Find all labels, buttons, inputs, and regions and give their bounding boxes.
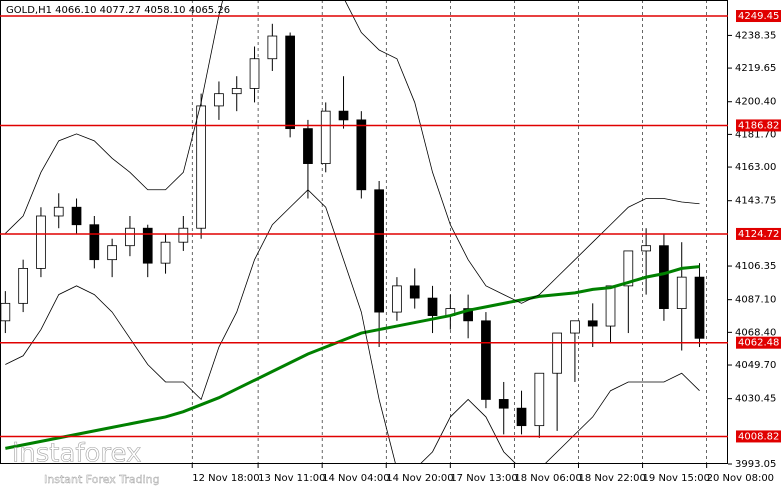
x-tick-label: 14 Nov 04:00 [322,473,389,484]
candle-body [409,285,420,299]
y-tick-label: 4030.45 [735,394,776,405]
level-label: 4062.48 [738,338,779,349]
candle-body [107,245,117,261]
candle-body [125,227,135,247]
y-tick-label: 4049.70 [735,360,776,371]
x-tick-label: 12 Nov 18:00 [192,473,259,484]
candle-body [71,206,82,226]
candle-body [534,372,545,427]
candle-body [36,215,46,269]
y-tick-label: 4106.35 [735,261,776,272]
candle-body [587,320,598,327]
x-tick-label: 18 Nov 22:00 [578,473,645,484]
candle-body [53,206,64,217]
candle-body [89,224,100,261]
level-label-bg [736,10,781,23]
y-tick-label: 4238.35 [735,30,776,41]
x-tick-label: 17 Nov 13:00 [450,473,517,484]
candle-body [427,297,438,316]
candle-body [694,276,705,339]
candle-body [160,241,171,264]
x-tick-label: 20 Nov 08:00 [707,473,774,484]
candle-body [267,35,278,60]
y-tick-label: 4200.40 [735,97,776,108]
watermark: instaforex [12,439,141,469]
candle-body [142,227,153,264]
level-label-bg [736,227,781,240]
candle-body [570,320,580,334]
level-label-bg [736,119,781,132]
x-tick-label: 13 Nov 11:00 [258,473,325,484]
watermark-sub: Instant Forex Trading [44,473,160,486]
y-tick-label: 3993.05 [735,459,776,470]
x-tick-label: 14 Nov 20:00 [386,473,453,484]
candle-body [285,35,295,130]
candle-body [303,128,313,164]
candle-body [249,58,260,89]
level-label: 4008.82 [738,431,779,442]
candle-body [196,105,206,229]
candle-body [338,110,349,121]
y-tick-label: 4068.40 [735,327,776,338]
x-tick-label: 19 Nov 15:00 [643,473,710,484]
candle-body [623,250,634,287]
level-label: 4124.72 [738,229,779,240]
x-tick-label: 18 Nov 06:00 [514,473,581,484]
candle-body [676,276,687,309]
candle-body [498,399,509,409]
candle-body [231,88,242,95]
candle-body [214,93,224,107]
indicator-line [5,265,700,450]
candle-body [552,332,562,374]
candle-body [516,407,527,427]
candle-body [178,227,189,243]
candle-body [18,268,28,304]
level-label: 4249.45 [738,11,779,22]
y-tick-label: 4087.10 [735,295,776,306]
y-tick-label: 4219.65 [735,63,776,74]
level-label: 4186.82 [738,120,779,131]
plot-area [0,0,728,464]
level-label-bg [736,336,781,349]
candle-body [0,302,11,322]
y-tick-label: 4181.70 [735,129,776,140]
candle-body [481,320,491,400]
candle-body [605,285,616,327]
candle-body [356,119,367,191]
indicator-line [5,189,700,464]
candle-body [392,285,402,313]
indicator-line [5,0,700,304]
candle-body [463,308,473,322]
candle-body [659,245,669,309]
candle-body [641,245,651,252]
level-label-bg [736,430,781,443]
candle-body [374,189,384,313]
y-tick-label: 4163.00 [735,162,776,173]
candle-body [320,110,331,164]
chart-title: GOLD,H1 4066.10 4077.27 4058.10 4065.26 [6,5,230,16]
y-tick-label: 4143.75 [735,196,776,207]
